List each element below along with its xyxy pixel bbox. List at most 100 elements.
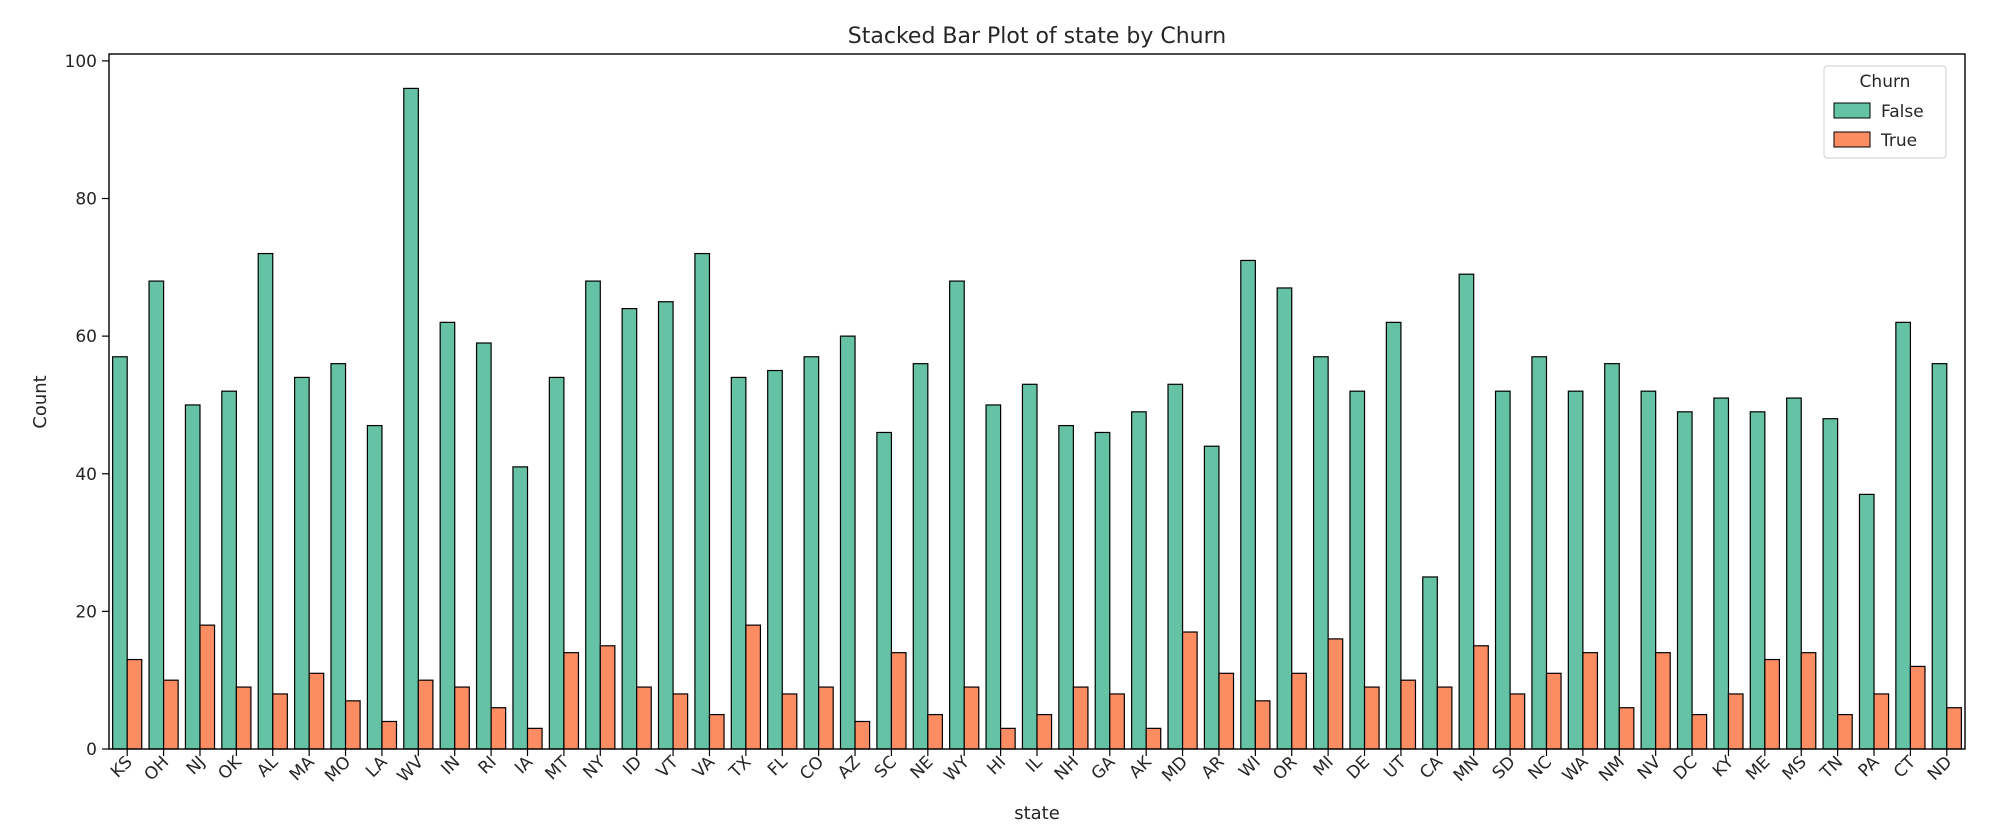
x-tick-label: IN bbox=[438, 752, 465, 779]
bar-nc-true bbox=[1545, 672, 1562, 750]
y-tick-label: 40 bbox=[75, 465, 97, 485]
bar-az-true bbox=[854, 720, 871, 750]
bar-wi-false bbox=[1240, 259, 1256, 750]
x-tick-label: NY bbox=[579, 752, 610, 783]
legend-swatch-false bbox=[1833, 102, 1871, 119]
bar-mo-false bbox=[330, 363, 347, 750]
bar-nv-false bbox=[1640, 390, 1657, 750]
bar-wv-false bbox=[403, 87, 419, 750]
bar-ca-true bbox=[1436, 686, 1453, 750]
bar-fl-false bbox=[767, 369, 783, 750]
x-tick-label: NJ bbox=[183, 752, 210, 779]
x-axis-ticks: KS OH NJ OK AL MA MO LA WV IN RI IA MT NY ID VT VA TX FL CO… bbox=[107, 749, 1956, 787]
x-tick-label: PA bbox=[1855, 752, 1884, 781]
x-tick-label: MN bbox=[1450, 752, 1484, 786]
bar-pa-true bbox=[1873, 693, 1890, 750]
bar-ks-true bbox=[126, 658, 143, 750]
bar-nv-true bbox=[1655, 652, 1671, 750]
bar-pa-false bbox=[1858, 493, 1875, 750]
bar-il-false bbox=[1021, 383, 1038, 750]
x-tick-label: SD bbox=[1489, 752, 1520, 783]
bar-wa-true bbox=[1582, 652, 1599, 750]
x-tick-label: WY bbox=[940, 752, 974, 786]
bar-mn-true bbox=[1473, 645, 1489, 750]
bar-ak-true bbox=[1145, 727, 1162, 750]
bar-va-false bbox=[694, 252, 711, 750]
bar-ne-true bbox=[927, 713, 943, 750]
bar-sd-true bbox=[1509, 693, 1526, 750]
bar-az-false bbox=[839, 335, 856, 750]
bar-ne-false bbox=[912, 363, 929, 750]
x-tick-label: ID bbox=[619, 752, 646, 779]
y-axis-label: Count bbox=[30, 375, 51, 428]
x-tick-label: MT bbox=[542, 752, 574, 784]
bar-ri-true bbox=[490, 707, 507, 750]
x-tick-label: KS bbox=[107, 752, 137, 782]
legend-label-true: True bbox=[1880, 131, 1917, 151]
bar-mn-false bbox=[1458, 273, 1475, 750]
bar-dc-false bbox=[1676, 411, 1693, 750]
x-tick-label: CT bbox=[1890, 752, 1920, 782]
bar-nd-false bbox=[1931, 363, 1948, 750]
legend: Churn False True bbox=[1823, 65, 1947, 159]
bar-hi-true bbox=[1000, 727, 1016, 750]
bar-nm-true bbox=[1618, 707, 1635, 750]
bar-ut-false bbox=[1385, 321, 1402, 750]
bar-wy-false bbox=[949, 280, 965, 750]
y-tick-label: 60 bbox=[75, 327, 97, 347]
bar-va-true bbox=[708, 713, 725, 750]
bar-ma-true bbox=[308, 672, 325, 750]
bar-co-false bbox=[803, 356, 820, 750]
y-axis-ticks: 0 20 40 60 80 100 bbox=[65, 52, 109, 760]
bar-ak-false bbox=[1131, 411, 1147, 750]
bar-co-true bbox=[818, 686, 834, 750]
x-tick-label: AZ bbox=[834, 752, 865, 783]
bar-tx-true bbox=[745, 624, 762, 750]
bar-ga-false bbox=[1094, 431, 1111, 750]
bar-oh-false bbox=[148, 280, 165, 750]
bar-fl-true bbox=[781, 693, 798, 750]
y-tick-label: 80 bbox=[75, 190, 97, 210]
x-tick-label: OK bbox=[214, 752, 246, 784]
bars-group bbox=[112, 87, 1962, 750]
bar-in-false bbox=[439, 321, 456, 750]
x-tick-label: IA bbox=[511, 752, 537, 778]
bar-nj-false bbox=[184, 404, 201, 750]
bar-al-false bbox=[257, 252, 274, 750]
bar-id-true bbox=[636, 686, 652, 750]
bar-tn-true bbox=[1837, 713, 1853, 750]
x-tick-label: OH bbox=[140, 752, 173, 785]
x-tick-label: IL bbox=[1022, 752, 1047, 777]
x-tick-label: TN bbox=[1816, 752, 1847, 783]
bar-md-false bbox=[1167, 383, 1184, 750]
bar-ma-false bbox=[294, 376, 310, 750]
x-tick-label: UT bbox=[1380, 752, 1411, 783]
bar-md-true bbox=[1181, 631, 1198, 750]
bar-wa-false bbox=[1567, 390, 1584, 750]
bar-ny-false bbox=[585, 280, 601, 750]
bar-vt-false bbox=[657, 301, 674, 750]
x-tick-label: LA bbox=[362, 752, 392, 782]
bar-dc-true bbox=[1691, 713, 1708, 750]
bar-wy-true bbox=[963, 686, 980, 750]
bar-in-true bbox=[454, 686, 470, 750]
y-tick-label: 0 bbox=[86, 740, 97, 760]
x-tick-label: WV bbox=[394, 752, 429, 787]
bar-ca-false bbox=[1422, 576, 1438, 750]
bar-mt-false bbox=[548, 376, 565, 750]
x-tick-label: RI bbox=[475, 752, 501, 778]
x-tick-label: HI bbox=[983, 752, 1010, 779]
bar-ok-true bbox=[235, 686, 252, 750]
x-tick-label: DC bbox=[1670, 752, 1702, 784]
bar-ar-true bbox=[1218, 672, 1235, 750]
bar-ok-false bbox=[221, 390, 237, 750]
x-tick-label: AR bbox=[1198, 752, 1229, 783]
x-axis-label: state bbox=[1014, 803, 1060, 824]
x-tick-label: CA bbox=[1416, 752, 1447, 783]
plot-frame bbox=[108, 53, 1966, 750]
bar-or-true bbox=[1291, 672, 1307, 750]
y-tick-label: 100 bbox=[65, 52, 97, 72]
bar-ky-true bbox=[1727, 693, 1744, 750]
x-tick-label: MD bbox=[1158, 752, 1192, 786]
